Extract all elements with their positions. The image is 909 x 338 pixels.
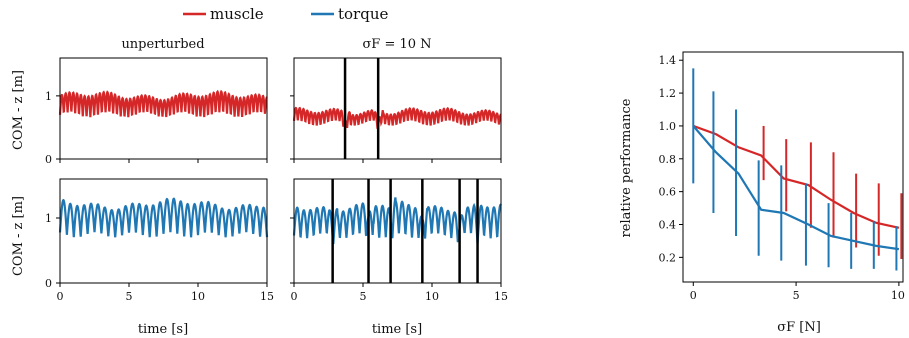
x-tick-label: 10 (425, 290, 439, 303)
series-line-muscle (58, 89, 268, 118)
y-tick-label: 0.2 (659, 251, 677, 264)
series-line-torque (692, 125, 900, 251)
x-tick-label: 0 (291, 290, 298, 303)
legend-label-muscle: muscle (210, 5, 264, 23)
ylabel-top-left: COM - z [m] (11, 70, 26, 150)
x-tick-label: 5 (126, 290, 133, 303)
y-tick-label: 1.4 (659, 54, 677, 67)
panel-title-perturbed: σF = 10 N (362, 37, 431, 52)
legend: muscle torque (183, 5, 388, 23)
axes-frame (59, 57, 268, 160)
panel-relative-performance: 0.2 0.4 0.6 0.8 1.0 1.2 1.4 0 5 10 (659, 51, 905, 302)
panel-title-unperturbed: unperturbed (121, 37, 204, 52)
xlabel-middle: time [s] (372, 322, 422, 337)
y-tick-label: 1 (45, 90, 52, 103)
x-tick-label: 5 (793, 289, 800, 302)
ylabel-bottom-left: COM - z [m] (11, 196, 26, 276)
y-tick-label: 0.8 (659, 153, 677, 166)
x-tick-label: 10 (191, 290, 205, 303)
x-tick-label: 5 (360, 290, 367, 303)
panel-muscle-unperturbed: 01 (45, 57, 268, 166)
series-line-torque (58, 197, 269, 238)
y-tick-label: 1.2 (659, 87, 677, 100)
x-tick-label: 15 (494, 290, 508, 303)
panel-torque-perturbed: 0 5 10 15 (290, 178, 508, 303)
axes-frame (293, 178, 502, 284)
series-line-muscle (692, 124, 900, 229)
y-tick-label: 0.6 (659, 186, 677, 199)
y-tick-label: 0.4 (659, 219, 677, 232)
axes-frame (59, 178, 268, 284)
ylabel-performance: relative performance (619, 98, 634, 237)
x-tick-label: 10 (891, 289, 905, 302)
axes-frame (293, 57, 502, 160)
x-tick-label: 0 (57, 290, 64, 303)
panel-torque-unperturbed: 010 5 10 15 (45, 178, 274, 303)
axes-frame (682, 51, 904, 283)
xlabel-left: time [s] (138, 322, 188, 337)
panel-muscle-perturbed (290, 57, 502, 163)
legend-label-torque: torque (338, 5, 388, 23)
y-tick-label: 0 (45, 153, 52, 166)
y-tick-label: 0 (45, 277, 52, 290)
xlabel-performance: σF [N] (777, 320, 821, 335)
y-tick-label: 1.0 (659, 120, 677, 133)
x-tick-label: 0 (690, 289, 697, 302)
x-tick-label: 15 (260, 290, 274, 303)
series-line-torque (292, 197, 503, 245)
series-line-muscle (292, 106, 502, 129)
y-tick-label: 1 (45, 212, 52, 225)
